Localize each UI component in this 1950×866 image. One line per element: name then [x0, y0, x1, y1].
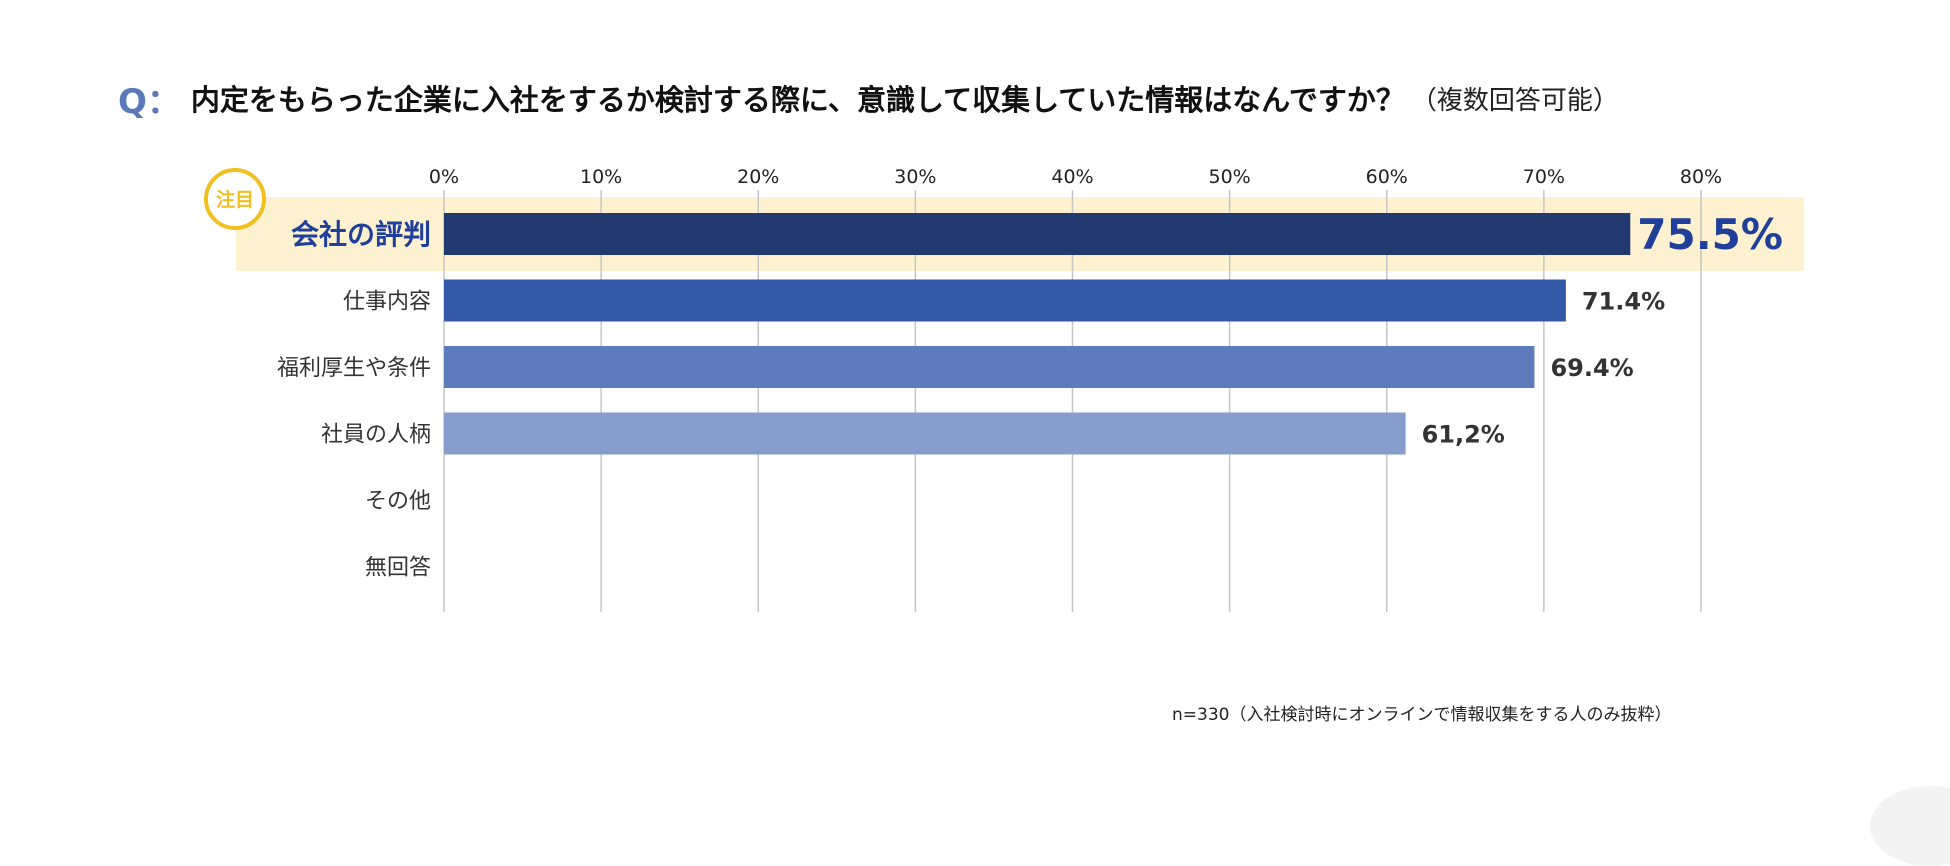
value-label: 71.4%	[1582, 288, 1665, 316]
bar	[444, 279, 1566, 322]
value-label: 75.5%	[1637, 210, 1783, 259]
x-tick-label: 60%	[1366, 166, 1408, 188]
question-prefix: Q：	[118, 81, 181, 122]
question-text: 内定をもらった企業に入社をするか検討する際に、意識して収集していた情報はなんです…	[190, 83, 1405, 117]
sample-size-footnote: n=330（入社検討時にオンラインで情報収集をする人のみ抜粋）	[1172, 705, 1672, 725]
highlight-badge-label: 注目	[216, 188, 254, 211]
x-tick-label: 50%	[1209, 166, 1251, 188]
category-label: 会社の評判	[291, 218, 431, 251]
x-tick-label: 30%	[894, 166, 936, 188]
category-label: 無回答	[365, 556, 431, 581]
bar	[444, 213, 1631, 255]
bar	[444, 346, 1535, 388]
value-label: 69.4%	[1550, 354, 1633, 382]
category-label: 仕事内容	[343, 290, 431, 315]
x-tick-label: 20%	[737, 166, 779, 188]
question-heading: Q： 内定をもらった企業に入社をするか検討する際に、意識して収集していた情報はな…	[118, 72, 1619, 124]
x-tick-label: 0%	[429, 166, 459, 188]
x-tick-label: 10%	[580, 166, 622, 188]
x-tick-label: 80%	[1680, 166, 1722, 188]
bar-chart: 0% 10% 20% 30% 40% 50% 60% 70% 80% 会社の評判 75.5% 仕事内容…	[204, 166, 1804, 612]
question-note: （複数回答可能）	[1410, 85, 1619, 116]
bar	[444, 412, 1406, 455]
highlight-badge-ring	[204, 168, 266, 230]
value-label: 61,2%	[1422, 421, 1505, 449]
category-label: 社員の人柄	[321, 423, 431, 448]
category-label: その他	[365, 489, 431, 514]
x-tick-label: 40%	[1051, 166, 1093, 188]
category-label: 福利厚生や条件	[277, 356, 431, 381]
x-tick-label: 70%	[1523, 166, 1565, 188]
